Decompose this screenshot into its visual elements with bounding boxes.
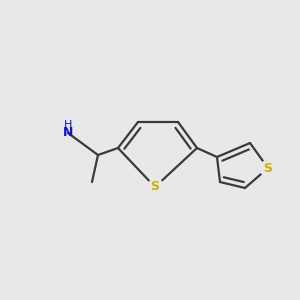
Text: H: H — [64, 120, 72, 130]
Text: S: S — [151, 181, 160, 194]
Text: N: N — [63, 127, 73, 140]
Text: S: S — [263, 161, 272, 175]
